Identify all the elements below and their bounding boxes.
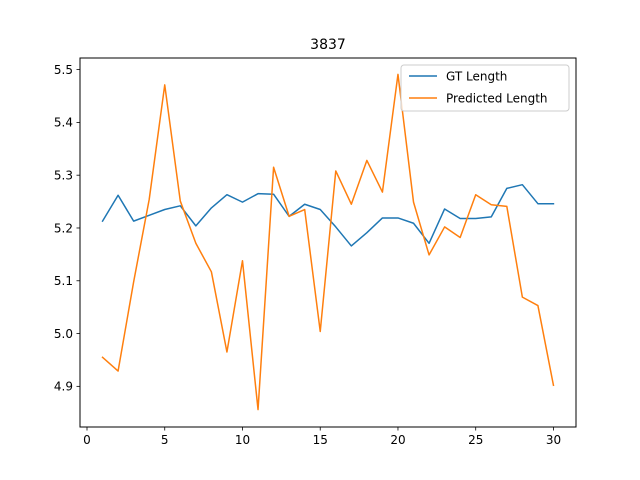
legend: GT Length Predicted Length <box>400 64 570 112</box>
axes-frame <box>79 57 577 428</box>
legend-box <box>400 64 570 112</box>
x-tick-label: 5 <box>161 433 169 447</box>
legend-label: Predicted Length <box>446 91 548 105</box>
x-tick-label: 30 <box>546 433 561 447</box>
x-axis: 0 5 10 15 20 25 30 <box>83 427 561 447</box>
chart-title: 3837 <box>310 37 346 53</box>
y-tick-label: 4.9 <box>54 380 73 394</box>
y-tick-label: 5.4 <box>54 116 73 130</box>
y-tick-label: 5.0 <box>54 327 73 341</box>
x-tick-label: 10 <box>235 433 250 447</box>
series-line-gt-length <box>101 183 555 247</box>
plot-area <box>79 57 577 428</box>
y-axis: 4.9 5.0 5.1 5.2 5.3 5.4 5.5 <box>54 63 80 394</box>
x-tick-label: 25 <box>468 433 483 447</box>
x-tick-label: 0 <box>83 433 91 447</box>
y-tick-label: 5.1 <box>54 274 73 288</box>
legend-label: GT Length <box>446 69 507 83</box>
y-tick-label: 5.5 <box>54 63 73 77</box>
x-tick-label: 20 <box>390 433 405 447</box>
x-tick-label: 15 <box>313 433 328 447</box>
series-predicted-length <box>101 73 555 411</box>
series-line-predicted-length <box>101 73 555 411</box>
y-tick-label: 5.2 <box>54 221 73 235</box>
y-tick-label: 5.3 <box>54 168 73 182</box>
series-layer <box>101 73 555 411</box>
